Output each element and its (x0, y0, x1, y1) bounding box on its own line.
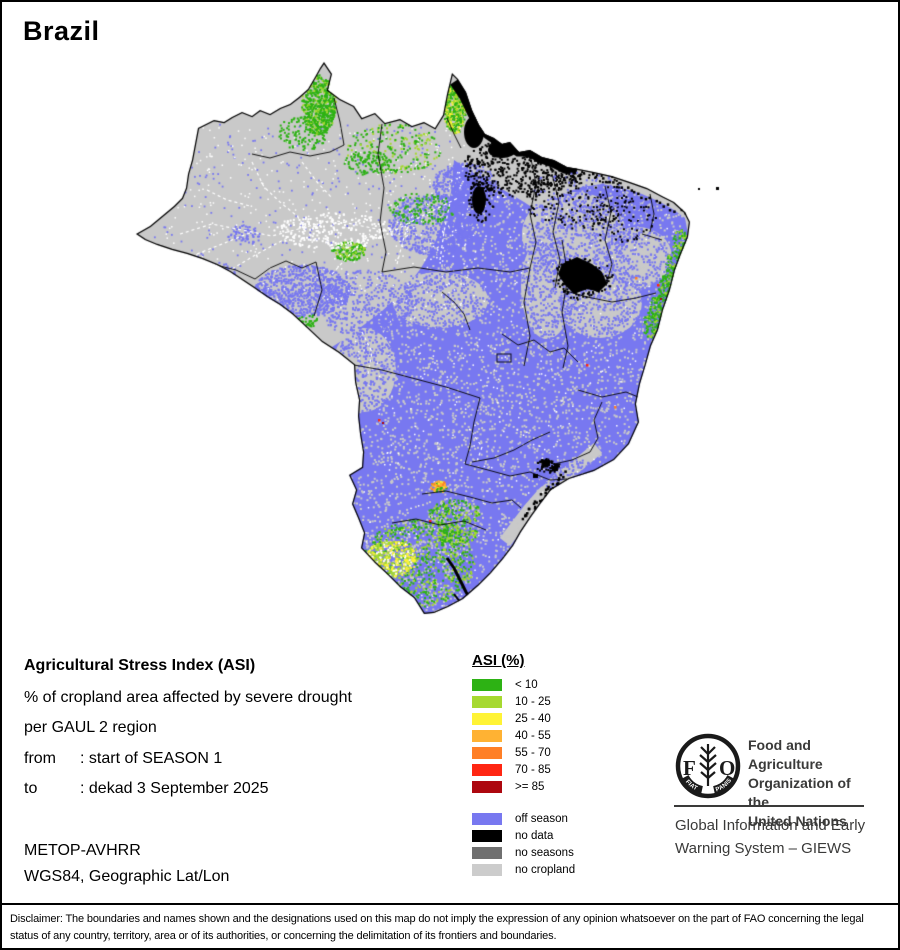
legend-swatch (472, 780, 502, 793)
info-heading: Agricultural Stress Index (ASI) (24, 657, 256, 674)
disclaimer-divider (2, 903, 898, 905)
info-to-row: to : dekad 3 September 2025 (24, 780, 269, 798)
legend-label: 55 - 70 (515, 746, 551, 759)
legend-title: ASI (%) (472, 652, 525, 669)
legend-swatch (472, 712, 502, 725)
legend-row: 55 - 70 (472, 744, 575, 761)
legend-swatch (472, 746, 502, 759)
page-title: Brazil (23, 16, 100, 46)
legend-swatch (472, 678, 502, 691)
legend-row: 70 - 85 (472, 761, 575, 778)
to-label: to (24, 780, 38, 797)
legend-row: no cropland (472, 861, 575, 878)
legend-row: no data (472, 827, 575, 844)
giews-line: Warning System – GIEWS (675, 840, 852, 857)
legend-gap (472, 795, 575, 810)
legend-label: 25 - 40 (515, 712, 551, 725)
asi-legend: ASI (%) < 10 10 - 25 25 - 40 40 - 55 55 - 70… (472, 652, 575, 878)
legend-label: off season (515, 812, 568, 825)
legend-swatch (472, 863, 502, 876)
legend-status-classes: off season no data no seasons no cropland (472, 810, 575, 878)
legend-row: 40 - 55 (472, 727, 575, 744)
info-line-2: per GAUL 2 region (24, 719, 157, 736)
legend-swatch (472, 695, 502, 708)
svg-text:F: F (683, 756, 696, 780)
from-value: : start of SEASON 1 (80, 750, 223, 767)
brand-divider (674, 805, 864, 807)
sensor-line: METOP-AVHRR (24, 842, 141, 859)
legend-row: 10 - 25 (472, 693, 575, 710)
legend-asi-classes: < 10 10 - 25 25 - 40 40 - 55 55 - 70 70 - 85 >… (472, 676, 575, 795)
svg-text:O: O (719, 756, 735, 780)
from-label: from (24, 750, 56, 767)
projection-line: WGS84, Geographic Lat/Lon (24, 868, 230, 885)
disclaimer-text: Disclaimer: The boundaries and names sho… (10, 913, 864, 942)
to-value: : dekad 3 September 2025 (80, 780, 269, 797)
legend-label: >= 85 (515, 780, 545, 793)
legend-row: < 10 (472, 676, 575, 693)
legend-row: off season (472, 810, 575, 827)
fao-org-line: Food and Agriculture (748, 737, 823, 772)
legend-swatch (472, 829, 502, 842)
giews-name: Global Information and Early Warning Sys… (675, 814, 865, 860)
legend-label: < 10 (515, 678, 538, 691)
giews-line: Global Information and Early (675, 817, 866, 834)
legend-label: no seasons (515, 846, 574, 859)
fao-logo-icon: F O FIAT PANIS (675, 733, 741, 799)
fao-org-name: Food and Agriculture Organization of the… (748, 736, 866, 831)
fao-org-line: United Nations (748, 813, 847, 829)
info-line-1: % of cropland area affected by severe dr… (24, 689, 352, 706)
legend-row: no seasons (472, 844, 575, 861)
legend-label: 10 - 25 (515, 695, 551, 708)
legend-label: 40 - 55 (515, 729, 551, 742)
legend-row: 25 - 40 (472, 710, 575, 727)
info-from-row: from : start of SEASON 1 (24, 750, 222, 768)
legend-swatch (472, 763, 502, 776)
legend-row: >= 85 (472, 778, 575, 795)
legend-swatch (472, 812, 502, 825)
legend-swatch (472, 846, 502, 859)
legend-swatch (472, 729, 502, 742)
legend-label: no data (515, 829, 554, 842)
legend-label: 70 - 85 (515, 763, 551, 776)
legend-label: no cropland (515, 863, 576, 876)
